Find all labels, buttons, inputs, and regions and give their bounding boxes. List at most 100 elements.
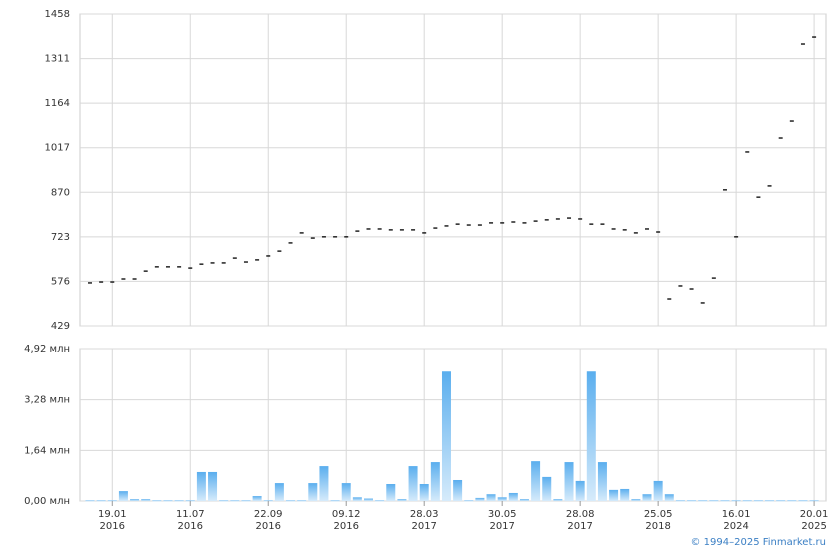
volume-bar (542, 476, 552, 501)
volume-bar (252, 496, 262, 501)
x-tick-label: 09.12 (332, 509, 361, 520)
volume-bar (753, 500, 763, 502)
x-tick-label: 20.01 (800, 509, 829, 520)
x-tick-label: 30.05 (488, 509, 517, 520)
y-tick-label: 0,00 млн (24, 496, 70, 507)
volume-bar (742, 500, 752, 502)
volume-bar (241, 500, 251, 502)
y-tick-label: 576 (51, 276, 70, 287)
x-tick-year: 2025 (801, 521, 826, 532)
volume-bar (531, 461, 541, 501)
volume-bar (709, 500, 719, 502)
volume-bar (163, 500, 173, 502)
volume-bar (586, 371, 596, 501)
volume-bar (597, 462, 607, 501)
y-tick-label: 1,64 млн (24, 445, 70, 456)
x-tick-label: 22.09 (254, 509, 283, 520)
volume-bar (809, 500, 819, 502)
volume-bar (330, 500, 340, 502)
volume-bar (519, 499, 529, 501)
x-tick-year: 2018 (645, 521, 670, 532)
x-tick-year: 2017 (567, 521, 592, 532)
volume-bar (352, 497, 362, 501)
y-tick-label: 723 (51, 232, 70, 243)
volume-bar (553, 499, 563, 501)
x-tick-label: 28.08 (566, 509, 595, 520)
volume-bar (564, 462, 574, 501)
volume-bar (687, 500, 697, 502)
y-tick-label: 1164 (45, 98, 70, 109)
y-tick-label: 870 (51, 187, 70, 198)
volume-bar (141, 499, 151, 501)
volume-bar (631, 499, 641, 501)
volume-bar (664, 494, 674, 501)
volume-bar (152, 500, 162, 502)
x-tick-label: 25.05 (644, 509, 673, 520)
x-tick-year: 2016 (178, 521, 203, 532)
y-tick-label: 1017 (45, 143, 70, 154)
y-tick-label: 429 (51, 321, 70, 332)
volume-bar (408, 466, 418, 501)
volume-bar (798, 500, 808, 502)
volume-bar (230, 500, 240, 502)
x-tick-year: 2017 (411, 521, 436, 532)
y-tick-label: 1458 (45, 9, 70, 20)
volume-bar (319, 466, 329, 501)
volume-bar (575, 480, 585, 501)
x-tick-label: 28.03 (410, 509, 439, 520)
volume-bar (620, 488, 630, 501)
volume-bar (263, 500, 273, 502)
volume-bar (85, 500, 95, 502)
plot-frame (79, 13, 827, 327)
x-tick-year: 2016 (256, 521, 281, 532)
volume-bar (107, 500, 117, 502)
plot-frame (79, 348, 827, 502)
y-tick-label: 3,28 млн (24, 395, 70, 406)
volume-bar (698, 500, 708, 502)
volume-bar (508, 492, 518, 501)
y-tick-label: 1311 (45, 54, 70, 65)
volume-bar (441, 371, 451, 501)
x-tick-year: 2016 (333, 521, 358, 532)
volume-bar (497, 497, 507, 501)
volume-bar (642, 494, 652, 501)
volume-bar (475, 497, 485, 501)
volume-bar (185, 500, 195, 502)
x-tick-label: 11.07 (176, 509, 205, 520)
volume-bar (364, 498, 373, 501)
volume-bar (297, 500, 307, 502)
volume-bar (653, 480, 663, 501)
volume-bar (118, 491, 128, 501)
x-tick-label: 16.01 (722, 509, 751, 520)
volume-bar (174, 500, 184, 502)
volume-bar (720, 500, 730, 502)
volume-bar (675, 500, 685, 502)
volume-bar (341, 483, 351, 501)
volume-bar (787, 500, 797, 502)
volume-bar (464, 500, 474, 502)
volume-bar (208, 471, 218, 501)
volume-bar (419, 484, 429, 501)
volume-bar (609, 489, 619, 501)
x-tick-year: 2016 (100, 521, 125, 532)
x-tick-year: 2024 (723, 521, 748, 532)
footer[interactable]: © 1994–2025 Finmarket.ru (690, 537, 826, 548)
volume-bar (765, 500, 775, 502)
volume-bar (274, 483, 284, 501)
volume-bar (308, 483, 318, 501)
volume-bar (130, 499, 140, 501)
volume-bar (286, 500, 296, 502)
volume-bar (96, 500, 106, 502)
volume-bar (776, 500, 786, 502)
volume-bar (375, 500, 385, 502)
x-tick-year: 2017 (489, 521, 514, 532)
volume-bar (219, 500, 229, 502)
volume-bar (430, 462, 440, 501)
volume-bar (196, 471, 206, 501)
volume-bar (486, 494, 496, 501)
volume-bar (453, 479, 463, 501)
volume-bar (731, 500, 741, 502)
y-tick-label: 4,92 млн (24, 344, 70, 355)
volume-bar (397, 499, 407, 501)
